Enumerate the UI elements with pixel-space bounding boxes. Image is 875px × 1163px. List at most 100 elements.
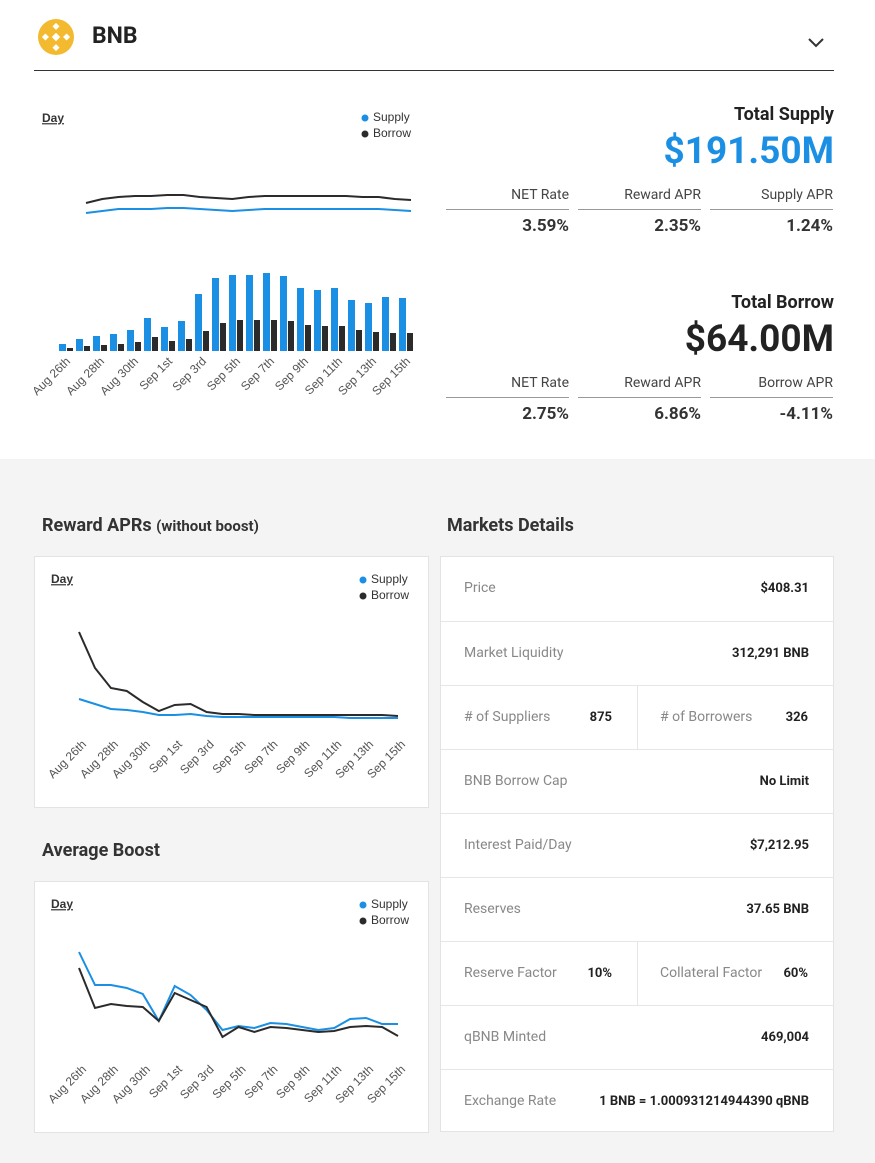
legend-marker: [359, 592, 367, 600]
bar: [373, 332, 379, 351]
bar: [169, 341, 175, 351]
bar: [288, 321, 294, 351]
metric-value: 2.35%: [654, 216, 701, 236]
market-label: Price: [464, 580, 496, 596]
metric-label: Reward APR: [578, 372, 701, 398]
market-value: $7,212.95: [749, 838, 809, 853]
bar: [135, 342, 141, 351]
dropdown-toggle[interactable]: [806, 36, 826, 50]
legend-label: Borrow: [373, 126, 411, 140]
x-tick-label: Sep 7th: [241, 1062, 280, 1101]
market-row: Price $408.31: [441, 557, 834, 621]
bar: [407, 333, 413, 351]
bar: [348, 300, 355, 351]
period-selector[interactable]: Day: [51, 572, 73, 586]
bar: [246, 275, 253, 351]
metric-value: 2.75%: [522, 404, 569, 424]
bar: [101, 345, 107, 351]
bar: [178, 321, 185, 351]
line-series: [85, 194, 412, 204]
x-tick-label: Sep 3rd: [170, 354, 210, 394]
market-label: Market Liquidity: [464, 645, 564, 661]
chart-subtitle: (without boost): [156, 517, 259, 535]
market-row: qBNB Minted 469,004: [441, 1005, 834, 1069]
market-row: Exchange Rate 1 BNB = 1.000931214944390 q…: [441, 1069, 834, 1133]
legend-marker: [359, 576, 367, 584]
summary-amount: $64.00M: [684, 318, 834, 361]
section-title: Reward APRs (without boost): [42, 515, 259, 536]
metric: Borrow APR -4.11%: [710, 372, 833, 424]
market-value: No Limit: [759, 774, 809, 789]
market-label: Reserves: [464, 901, 521, 917]
x-tick-label: Sep 15th: [369, 354, 413, 398]
market-row: BNB Borrow Cap No Limit: [441, 749, 834, 813]
x-tick-label: Sep 5th: [209, 737, 248, 776]
bar: [76, 339, 83, 351]
bar: [271, 320, 277, 351]
metric: NET Rate 2.75%: [446, 372, 569, 424]
x-tick-label: Sep 7th: [238, 354, 277, 393]
line-series: [85, 207, 412, 214]
summary-title: Total Borrow: [731, 292, 834, 313]
period-selector[interactable]: Day: [51, 897, 73, 911]
metric-value: 6.86%: [654, 404, 701, 424]
market-row: Reserves 37.65 BNB: [441, 877, 834, 941]
market-value: $408.31: [760, 581, 809, 596]
bar: [314, 290, 321, 351]
metric-label: Supply APR: [710, 184, 833, 210]
bar: [390, 333, 396, 351]
line-series: [78, 967, 399, 1039]
bar: [93, 336, 100, 351]
bar: [322, 326, 328, 351]
summary-amount: $191.50M: [663, 130, 835, 173]
bar: [186, 339, 192, 351]
market-value: 10%: [587, 966, 612, 981]
x-tick-label: Sep 5th: [209, 1062, 248, 1101]
legend-label: Supply: [373, 110, 410, 124]
legend-marker: [361, 130, 369, 138]
bar: [220, 323, 226, 351]
bar: [127, 330, 134, 351]
market-value: 60%: [783, 966, 808, 981]
x-tick-label: Aug 30th: [97, 354, 141, 398]
market-value: 312,291 BNB: [732, 646, 809, 661]
market-label: # of Borrowers: [660, 709, 753, 725]
bar: [229, 275, 236, 351]
bar: [161, 327, 168, 351]
cell-divider: [637, 942, 638, 1005]
bar: [365, 303, 372, 351]
chart-panel: Day Supply Borrow Aug 26th Aug 28th Aug 30th S…: [34, 881, 429, 1133]
section-title: Markets Details: [447, 515, 574, 536]
x-tick-label: Sep 7th: [241, 737, 280, 776]
chart-title: Average Boost: [42, 840, 160, 861]
market-value: 326: [785, 710, 808, 725]
period-selector[interactable]: Day: [42, 111, 64, 125]
asset-logo: [38, 19, 74, 55]
market-value: 469,004: [761, 1030, 809, 1045]
market-label: Collateral Factor: [660, 965, 763, 981]
line-series: [78, 631, 399, 717]
market-value: 875: [589, 710, 612, 725]
bar: [297, 288, 304, 351]
bar: [195, 294, 202, 351]
bar: [331, 288, 338, 351]
metric-label: NET Rate: [446, 184, 569, 210]
bar: [254, 320, 260, 351]
header-divider: [34, 70, 834, 71]
bar: [339, 326, 345, 351]
bar: [399, 298, 406, 351]
asset-name: BNB: [92, 22, 138, 49]
legend-label: Borrow: [371, 913, 409, 927]
bar: [263, 273, 270, 351]
market-value: 37.65 BNB: [746, 902, 809, 917]
metric: Reward APR 6.86%: [578, 372, 701, 424]
bar: [110, 334, 117, 351]
line-series: [78, 698, 398, 719]
borrow-summary: Total Borrow $64.00M NET Rate 2.75% Reward A…: [446, 288, 834, 438]
cell-divider: [637, 686, 638, 749]
bar: [67, 348, 73, 351]
metric-label: NET Rate: [446, 372, 569, 398]
